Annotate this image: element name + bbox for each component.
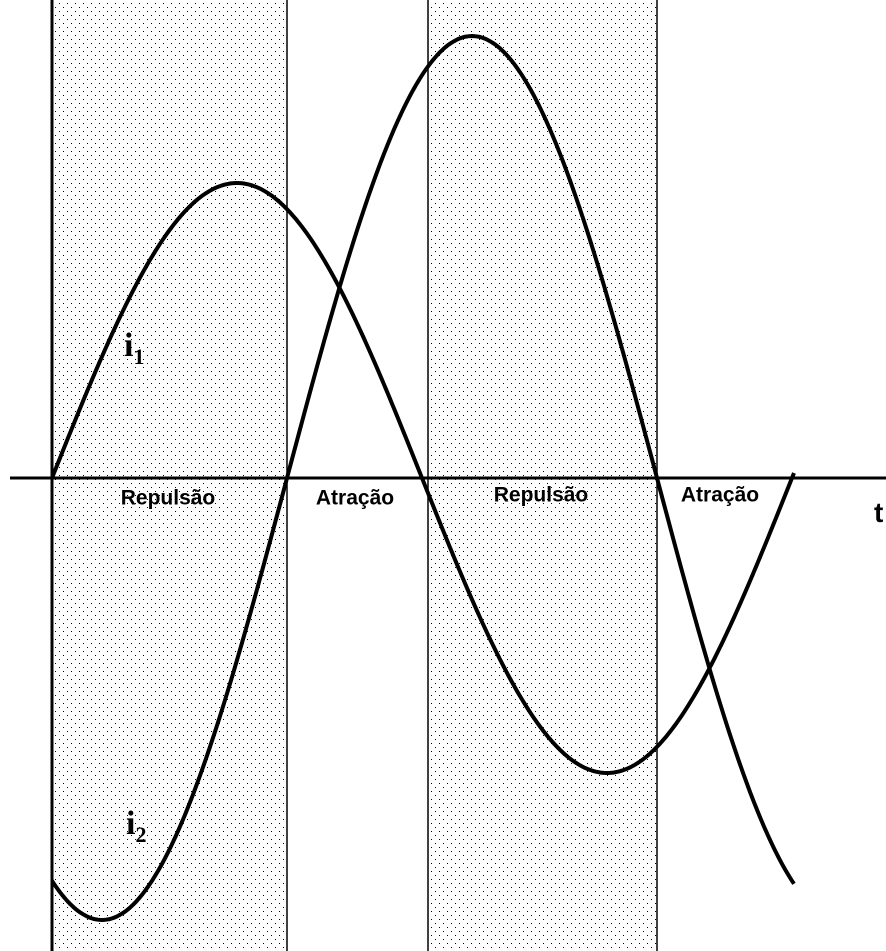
shaded-region [428, 0, 657, 951]
curve-subscript: 2 [135, 822, 146, 847]
region-label: Atração [316, 487, 394, 510]
region-label: Atração [681, 484, 759, 507]
curve-symbol: i [126, 805, 135, 842]
curve-i1 [50, 181, 796, 775]
curve-label: i2 [126, 805, 146, 847]
curve-symbol: i [124, 327, 133, 364]
region-label: Repulsão [121, 487, 216, 510]
region-label: Repulsão [494, 484, 589, 507]
axis-label: t [874, 497, 883, 528]
shaded-region [52, 0, 287, 951]
curve-i2 [50, 33, 796, 923]
curve-label: i1 [124, 327, 144, 369]
curve-subscript: 1 [133, 344, 144, 369]
